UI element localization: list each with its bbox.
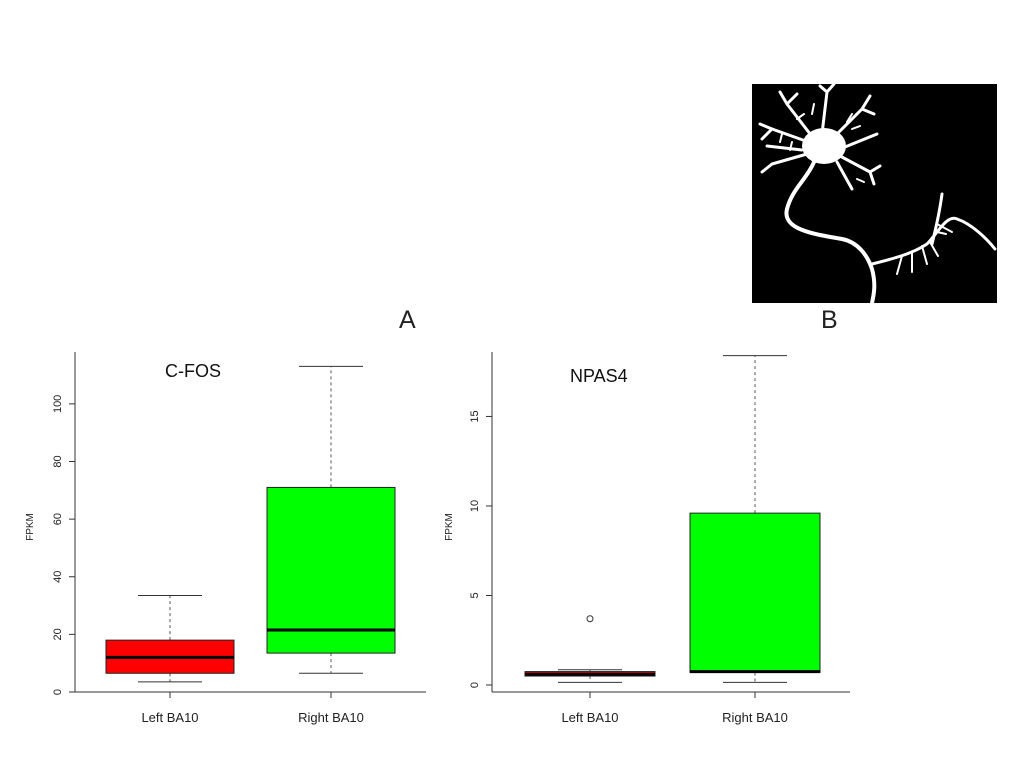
box — [266, 486, 396, 654]
y-tick-label: 60 — [52, 513, 64, 525]
y-tick-label: 10 — [469, 500, 481, 512]
y-tick-label: 0 — [469, 682, 481, 688]
y-tick-label: 40 — [52, 571, 64, 583]
panel-label-b: B — [821, 306, 838, 334]
chart-title: C-FOS — [165, 361, 221, 381]
x-tick-label: Left BA10 — [561, 710, 618, 725]
y-axis-label: FPKM — [444, 513, 455, 541]
chart-title: NPAS4 — [570, 366, 628, 386]
y-tick-label: 20 — [52, 628, 64, 640]
panel-label-a: A — [399, 306, 416, 334]
y-tick-label: 5 — [469, 592, 481, 598]
y-tick-label: 15 — [469, 410, 481, 422]
y-axis-label: FPKM — [25, 513, 36, 541]
neuron-image — [752, 84, 997, 303]
y-tick-label: 0 — [52, 689, 64, 695]
soma — [802, 128, 846, 164]
neuron-icon — [758, 84, 997, 303]
x-tick-label: Left BA10 — [141, 710, 198, 725]
y-tick-label: 100 — [52, 395, 64, 413]
x-tick-label: Right BA10 — [298, 710, 364, 725]
box — [689, 512, 821, 673]
y-tick-label: 80 — [52, 455, 64, 467]
outlier-point — [586, 615, 594, 623]
x-tick-label: Right BA10 — [722, 710, 788, 725]
